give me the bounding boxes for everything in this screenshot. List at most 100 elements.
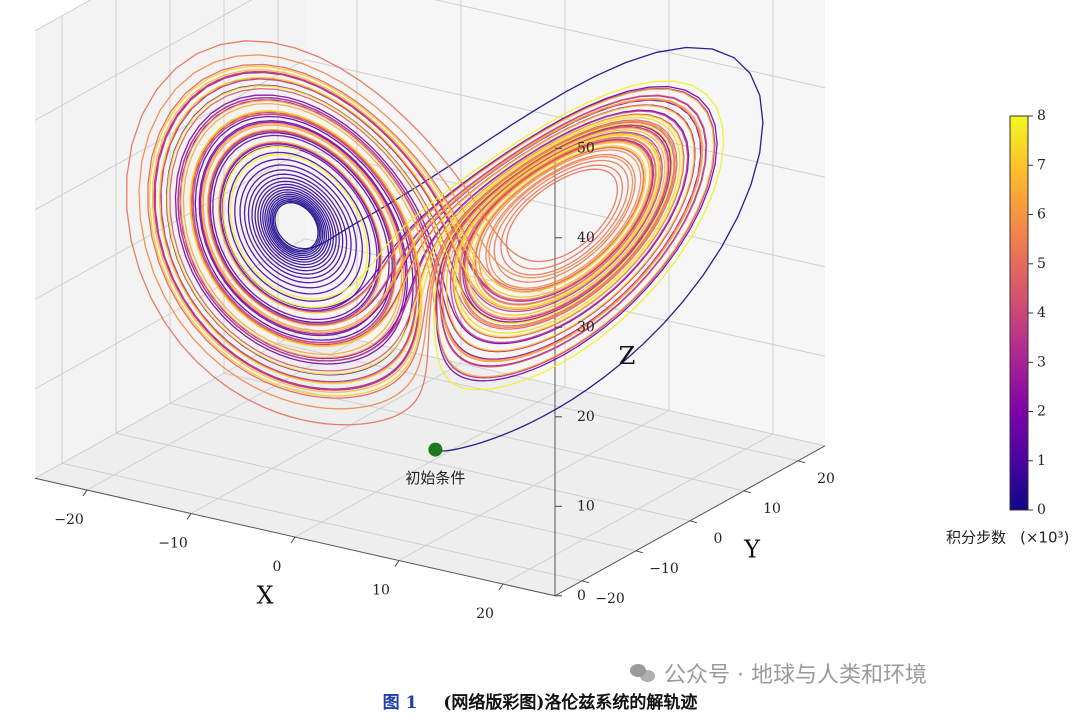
trajectory-segment: [275, 197, 326, 259]
trajectory-segment: [339, 247, 438, 384]
trajectory-segment: [433, 312, 512, 391]
trajectory-segment: [449, 220, 669, 344]
trajectory-segment: [174, 94, 443, 305]
trajectory-segment: [238, 224, 397, 347]
grid-back-z: [434, 0, 826, 89]
colorbar-tick-label: 6: [1037, 207, 1046, 223]
trajectory-segment: [438, 229, 691, 382]
trajectory-segment: [252, 124, 403, 334]
trajectory-segment: [506, 149, 642, 289]
trajectory-segment: [192, 113, 413, 330]
trajectory-segment: [230, 218, 408, 300]
grid-left-z: [34, 0, 92, 32]
trajectory-segment: [300, 155, 383, 327]
trajectory-segment: [466, 141, 651, 285]
trajectory-segment: [459, 94, 708, 368]
trajectory-segment: [159, 244, 418, 391]
trajectory-segment: [478, 176, 561, 301]
trajectory: [126, 40, 764, 452]
trajectory-segment: [439, 228, 689, 379]
trajectory-segment: [445, 129, 644, 321]
trajectory-segment: [472, 169, 545, 309]
trajectory-segment: [440, 221, 645, 313]
y-tick-mark: [689, 520, 698, 524]
trajectory-segment: [271, 207, 322, 255]
z-tick-label: 50: [577, 140, 595, 156]
trajectory-segment: [189, 110, 385, 348]
colorbar-tick-label: 7: [1037, 157, 1046, 173]
trajectory-segment: [441, 235, 661, 345]
trajectory-segment: [153, 70, 486, 285]
trajectory-segment: [219, 115, 414, 327]
trajectory-segment: [498, 145, 647, 294]
trajectory-segment: [257, 183, 327, 269]
trajectory-segment: [451, 120, 695, 352]
trajectory-segment: [297, 155, 371, 312]
colorbar-tick-label: 5: [1037, 256, 1046, 272]
trajectory-segment: [272, 216, 319, 251]
trajectory-segment: [267, 183, 344, 279]
x-tick-mark: [394, 560, 400, 567]
trajectory-segment: [449, 131, 663, 285]
trajectory-segment: [284, 111, 423, 346]
trajectory-segment: [212, 134, 377, 321]
trajectory-segment: [424, 217, 465, 376]
trajectory-segment: [441, 275, 570, 361]
trajectory-segment: [182, 102, 382, 356]
trajectory-segment: [428, 195, 622, 310]
trajectory-segment: [177, 96, 446, 303]
y-tick-label: −10: [649, 561, 679, 577]
y-tick-mark: [581, 580, 590, 584]
trajectory-segment: [219, 143, 375, 309]
colorbar-tick-label: 4: [1037, 305, 1046, 321]
trajectory-segment: [502, 164, 624, 259]
trajectory-segment: [217, 140, 357, 314]
trajectory-segment: [474, 196, 652, 306]
trajectory-segment: [239, 164, 349, 289]
trajectory-segment: [493, 159, 628, 280]
trajectory-segment: [199, 137, 393, 335]
initial-condition-label: 初始条件: [405, 469, 465, 487]
trajectory-segment: [435, 95, 764, 452]
trajectory-segment: [234, 158, 363, 283]
trajectory-segment: [485, 180, 577, 293]
trajectory-segment: [460, 135, 676, 329]
trajectory-segment: [469, 132, 666, 316]
x-tick-label: −10: [158, 536, 188, 552]
trajectory-segment: [440, 220, 683, 363]
figure-caption: 图 1 (网络版彩图)洛伦兹系统的解轨迹: [0, 688, 1080, 713]
trajectory-segment: [426, 120, 669, 319]
trajectory-segment: [219, 142, 369, 313]
trajectory-segment: [148, 202, 418, 397]
trajectory-segment: [190, 110, 419, 311]
trajectory-segment: [363, 85, 718, 287]
trajectory-segment: [177, 209, 411, 362]
trajectory-segment: [194, 135, 391, 341]
colorbar-tick-label: 0: [1037, 502, 1046, 518]
trajectory-segment: [269, 197, 324, 249]
colorbar-tick-label: 8: [1037, 108, 1046, 124]
trajectory-segment: [436, 116, 681, 317]
trajectory-segment: [433, 123, 672, 313]
trajectory-segment: [158, 76, 430, 385]
y-tick-mark: [797, 460, 806, 464]
trajectory-segment: [262, 189, 331, 259]
trajectory-segment: [251, 177, 330, 275]
colorbar-tick-label: 1: [1037, 453, 1046, 469]
trajectory-segment: [247, 173, 348, 260]
trajectory-segment: [254, 207, 337, 272]
trajectory-segment: [126, 40, 508, 378]
trajectory-segment: [274, 202, 315, 250]
y-axis-label: Y: [743, 535, 761, 563]
trajectory-segment: [229, 153, 369, 288]
trajectory-segment: [512, 153, 636, 283]
z-tick-label: 20: [577, 409, 595, 425]
trajectory-segment: [268, 195, 319, 257]
trajectory-segment: [453, 133, 661, 273]
x-axis-label: X: [256, 582, 273, 610]
trajectory-segment: [458, 136, 657, 291]
trajectory-segment: [226, 121, 407, 327]
trajectory-segment: [355, 88, 715, 301]
trajectory-segment: [265, 186, 334, 269]
trajectory-segment: [254, 180, 340, 267]
